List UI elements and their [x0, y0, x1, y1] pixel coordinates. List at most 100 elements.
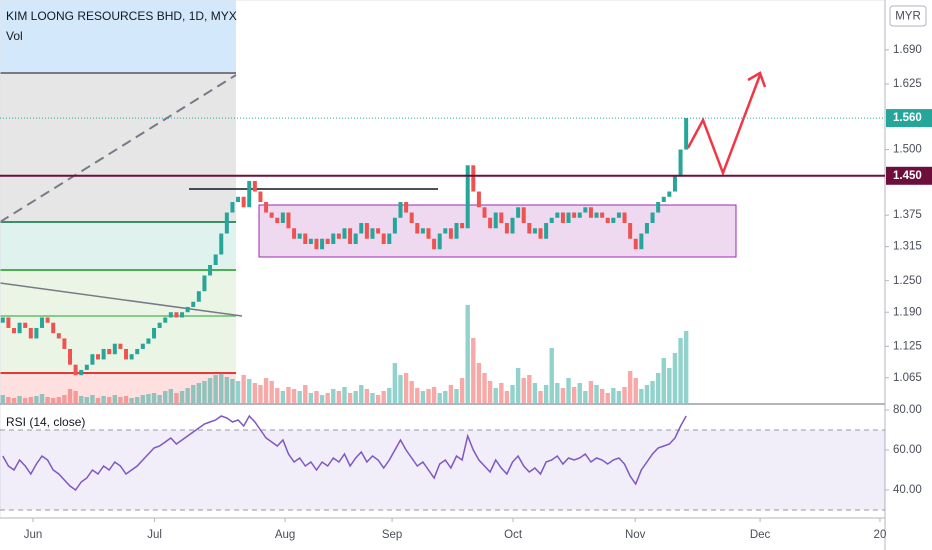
volume-bar	[448, 385, 454, 403]
y-tick-label: 1.190	[893, 306, 922, 318]
y-tick-label: 1.065	[893, 372, 922, 384]
candle	[420, 228, 425, 234]
volume-bar	[185, 388, 190, 403]
candle	[191, 301, 196, 307]
candle	[460, 223, 465, 229]
volume-bar	[476, 363, 482, 403]
candle	[185, 306, 190, 313]
y-tick-label: 1.125	[893, 340, 922, 352]
candle	[90, 354, 95, 365]
volume-bar	[308, 393, 314, 403]
volume-bar	[543, 385, 549, 403]
candle	[124, 348, 129, 360]
volume-bar	[0, 395, 6, 403]
x-tick-label: Dec	[750, 529, 771, 541]
x-tick-label: Oct	[504, 529, 523, 541]
volume-bar	[482, 373, 487, 403]
price-label: 1.450	[893, 170, 922, 182]
candle	[247, 181, 252, 208]
candle	[437, 233, 442, 250]
currency-box[interactable]	[889, 5, 927, 27]
volume-bar	[207, 378, 213, 403]
candle	[465, 165, 470, 229]
volume-bar	[336, 391, 342, 403]
price-label-box	[886, 109, 932, 128]
volume-bar	[34, 396, 39, 403]
candle	[560, 212, 565, 224]
candle	[331, 233, 336, 245]
candle	[6, 317, 11, 328]
candle	[476, 191, 481, 208]
volume-bar	[73, 391, 78, 403]
candle	[493, 212, 498, 229]
volume-bar	[297, 391, 302, 403]
candle	[667, 191, 672, 197]
currency[interactable]: MYR	[895, 11, 921, 23]
candle	[174, 312, 179, 318]
volume-bar	[370, 393, 375, 403]
volume-bar	[667, 368, 672, 403]
candle	[51, 322, 56, 334]
volume-bar	[202, 381, 207, 403]
volume-bar	[303, 385, 308, 403]
volume-bar	[605, 393, 610, 403]
candle	[650, 212, 655, 224]
projection-arrow	[686, 74, 762, 177]
volume-bar	[627, 371, 633, 403]
candle	[0, 317, 5, 323]
candle	[577, 212, 582, 218]
candle	[443, 228, 448, 234]
volume-bar	[331, 389, 336, 403]
candle	[370, 228, 375, 239]
volume-bar	[56, 397, 62, 403]
volume-bar	[426, 389, 431, 403]
candle	[605, 217, 610, 224]
candle	[28, 327, 33, 339]
y-tick-label: 1.500	[893, 144, 922, 156]
candle	[488, 217, 493, 229]
volume-bar	[678, 338, 683, 403]
candle	[353, 233, 358, 245]
candle	[84, 364, 89, 370]
volume-bar	[45, 397, 50, 403]
candle	[656, 202, 661, 213]
volume-bar	[151, 393, 157, 403]
volume-bar	[347, 393, 353, 403]
candle	[269, 212, 274, 218]
volume-bar	[471, 338, 476, 403]
volume-bar	[521, 378, 526, 403]
volume-bar	[101, 396, 106, 403]
candle	[213, 254, 218, 265]
candle	[454, 223, 459, 239]
candle	[387, 233, 392, 245]
volume-bar	[269, 381, 274, 403]
volume-bar	[252, 383, 258, 403]
rsi-line	[2, 414, 687, 492]
volume-bar	[392, 363, 398, 403]
candle	[336, 233, 341, 239]
candle	[415, 223, 420, 234]
zone	[0, 73, 236, 222]
rsi-tick-label: 60.00	[893, 444, 922, 456]
volume-bar	[51, 398, 56, 403]
volume-bar	[387, 388, 392, 403]
volume-bar	[588, 381, 594, 403]
y-tick-label: 1.250	[893, 275, 922, 287]
x-tick-label: Nov	[625, 529, 646, 541]
candle	[633, 238, 638, 250]
volume-bar	[655, 373, 661, 403]
volume-bar	[499, 383, 504, 403]
volume-bar	[112, 395, 118, 403]
volume-bar	[364, 389, 370, 403]
candle	[510, 217, 515, 234]
y-tick-label: 1.315	[893, 241, 922, 253]
candle	[219, 233, 224, 255]
candle	[297, 233, 302, 239]
candle	[588, 207, 593, 218]
volume-bar	[241, 375, 246, 403]
candle	[566, 212, 571, 224]
drawings	[0, 0, 886, 550]
candle	[129, 354, 134, 360]
candle	[264, 202, 269, 213]
